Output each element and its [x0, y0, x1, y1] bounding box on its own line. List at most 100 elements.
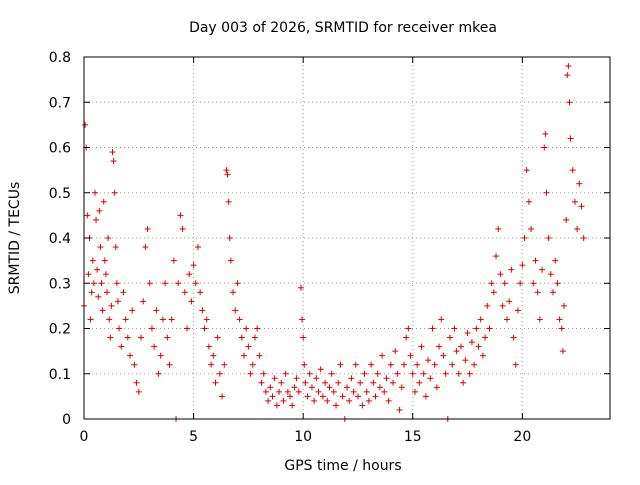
data-point — [550, 289, 557, 296]
data-point — [475, 343, 482, 350]
data-point — [144, 225, 151, 232]
data-point — [427, 375, 434, 382]
data-point — [368, 361, 375, 368]
data-point — [177, 212, 184, 219]
data-point — [304, 393, 311, 400]
data-point — [108, 302, 115, 309]
data-point — [276, 388, 283, 395]
data-point — [576, 180, 583, 187]
data-point — [422, 393, 429, 400]
data-point — [208, 361, 215, 368]
data-point — [479, 352, 486, 359]
data-point — [447, 334, 454, 341]
data-point — [319, 393, 326, 400]
data-point — [564, 72, 571, 79]
data-point — [359, 402, 366, 409]
data-point — [490, 289, 497, 296]
data-point — [534, 289, 541, 296]
data-point — [361, 370, 368, 377]
data-point — [271, 375, 278, 382]
data-point — [168, 316, 175, 323]
data-point — [521, 235, 528, 241]
y-tick-label: 0.3 — [49, 276, 71, 292]
data-point — [407, 352, 414, 359]
data-point — [262, 388, 269, 395]
data-point — [528, 225, 535, 232]
data-point — [462, 357, 469, 364]
data-point — [249, 361, 256, 368]
data-point — [247, 370, 254, 377]
y-tick-label: 0.4 — [49, 231, 71, 247]
data-point — [98, 280, 105, 287]
data-point — [543, 189, 550, 196]
data-point — [94, 266, 101, 273]
data-point — [89, 257, 96, 264]
data-point — [104, 289, 111, 296]
data-point — [425, 357, 432, 364]
data-point — [315, 388, 322, 395]
data-point — [385, 397, 392, 404]
data-point — [429, 325, 436, 332]
data-point — [114, 298, 121, 305]
data-point — [181, 289, 188, 296]
data-point — [519, 262, 526, 269]
data-point — [216, 370, 223, 377]
data-point — [566, 99, 573, 106]
data-point — [291, 384, 298, 391]
data-point — [210, 352, 217, 359]
data-point — [162, 280, 169, 287]
data-point — [230, 289, 237, 296]
data-point — [127, 352, 134, 359]
data-point — [131, 361, 138, 368]
data-point — [284, 388, 291, 395]
data-point — [357, 379, 364, 386]
x-tick-label: 10 — [294, 429, 312, 445]
data-point — [379, 352, 386, 359]
data-point — [370, 379, 377, 386]
data-point — [449, 361, 456, 368]
data-point — [308, 384, 315, 391]
data-point — [260, 370, 267, 377]
data-point — [133, 379, 140, 386]
data-point — [433, 384, 440, 391]
data-point — [236, 316, 243, 323]
data-point — [254, 325, 261, 332]
data-point — [574, 225, 581, 232]
data-point — [506, 298, 513, 305]
data-point — [484, 302, 491, 309]
data-point — [267, 384, 274, 391]
data-point — [164, 334, 171, 341]
data-point — [265, 397, 272, 404]
data-point — [251, 334, 258, 341]
data-point — [313, 375, 320, 382]
data-point — [109, 149, 116, 156]
data-point — [545, 235, 552, 241]
data-point — [129, 307, 136, 314]
data-point — [137, 334, 144, 341]
data-point — [571, 198, 578, 205]
data-point — [383, 375, 390, 382]
data-point — [225, 198, 232, 205]
data-point — [88, 289, 95, 296]
data-point — [556, 316, 563, 323]
data-point — [532, 257, 539, 264]
data-point — [525, 198, 532, 205]
data-point — [256, 352, 263, 359]
data-point — [96, 207, 103, 214]
data-point — [105, 235, 112, 241]
data-point — [85, 271, 92, 278]
data-point — [348, 375, 355, 382]
chart-title: Day 003 of 2026, SRMTID for receiver mke… — [189, 20, 497, 36]
x-tick-label: 5 — [189, 429, 198, 445]
data-point — [120, 289, 127, 296]
data-point — [567, 135, 574, 142]
data-point — [142, 244, 149, 251]
data-point — [565, 63, 572, 70]
data-point — [510, 334, 517, 341]
data-point — [301, 361, 308, 368]
data-point — [300, 334, 307, 341]
data-point — [328, 370, 335, 377]
data-point — [84, 212, 91, 219]
data-point — [376, 384, 383, 391]
